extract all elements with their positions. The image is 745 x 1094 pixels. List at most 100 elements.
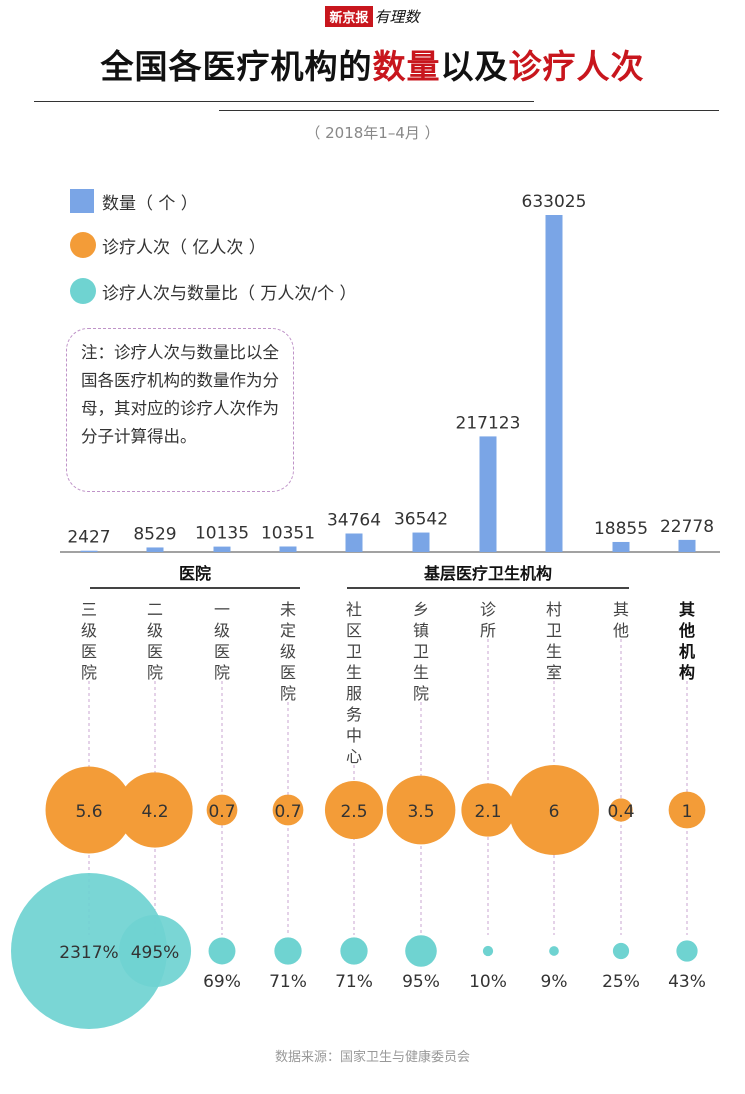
visits-bubble <box>461 783 515 837</box>
category-label-char: 医 <box>214 642 230 661</box>
ratio-bubble <box>482 945 494 957</box>
ratio-bubble <box>340 937 368 965</box>
bar-value-label: 2427 <box>67 528 110 548</box>
category-label-char: 镇 <box>413 621 429 640</box>
category-label-char: 他 <box>613 621 629 640</box>
ratio-value-label: 2317% <box>59 943 118 963</box>
ratio-value-label: 71% <box>269 972 307 992</box>
ratio-bubble <box>405 935 437 967</box>
ratio-value-label: 25% <box>602 972 640 992</box>
ratio-value-label: 71% <box>335 972 373 992</box>
category-label-char: 他 <box>678 621 695 640</box>
category-label-char: 级 <box>214 621 230 640</box>
visits-value-label: 0.7 <box>208 802 235 822</box>
bar-count <box>545 215 563 552</box>
ratio-value-label: 95% <box>402 972 440 992</box>
category-label-char: 室 <box>546 663 562 682</box>
visits-value-label: 4.2 <box>141 802 168 822</box>
legend-ratio-swatch <box>70 278 96 304</box>
bar-count <box>279 546 297 552</box>
category-label-char: 院 <box>413 684 429 703</box>
category-label-char: 所 <box>480 621 496 640</box>
brand-logo: 新京报 有理数 <box>0 6 745 27</box>
visits-value-label: 3.5 <box>407 802 434 822</box>
category-label-char: 院 <box>214 663 230 682</box>
page-title: 全国各医疗机构的数量以及诊疗人次 <box>0 40 745 88</box>
visits-bubble <box>609 798 633 822</box>
group-label-primary-care: 基层医疗卫生机构 <box>423 564 552 583</box>
ratio-bubble <box>11 873 167 1029</box>
data-source: 数据来源：国家卫生与健康委员会 <box>274 1050 470 1065</box>
ratio-value-label: 43% <box>668 972 706 992</box>
visits-value-label: 1 <box>682 802 693 822</box>
ratio-bubble <box>208 937 236 965</box>
category-label-char: 构 <box>679 663 695 682</box>
category-label-char: 一 <box>214 600 230 619</box>
legend-ratio: 诊疗人次与数量比（ 万人次/个 ） <box>70 278 357 304</box>
category-label-char: 定 <box>280 621 296 640</box>
category-label-char: 生 <box>546 642 562 661</box>
visits-bubble <box>509 765 599 855</box>
ratio-value-label: 69% <box>203 972 241 992</box>
category-label-char: 务 <box>346 705 362 724</box>
bar-count <box>479 436 497 552</box>
visits-bubble <box>668 791 706 829</box>
ratio-value-label: 10% <box>469 972 507 992</box>
legend-visits: 诊疗人次（ 亿人次 ） <box>70 232 266 258</box>
bar-count <box>678 539 696 552</box>
ratio-bubble <box>612 942 630 960</box>
legend-ratio-label: 诊疗人次与数量比（ 万人次/个 ） <box>102 283 357 304</box>
category-label-char: 其 <box>613 600 629 619</box>
bar-count <box>412 532 430 552</box>
category-label-char: 三 <box>81 600 97 619</box>
category-label-char: 其 <box>679 600 695 619</box>
ratio-bubble <box>676 940 698 962</box>
visits-value-label: 0.7 <box>274 802 301 822</box>
ratio-bubble <box>549 946 559 956</box>
visits-bubble <box>45 766 133 854</box>
legend-visits-swatch <box>70 232 96 258</box>
title-prefix: 全国各医疗机构的 <box>100 47 373 86</box>
category-label-char: 机 <box>679 642 695 661</box>
category-label-char: 级 <box>81 621 97 640</box>
legend-count-swatch <box>70 189 94 213</box>
legend-visits-label: 诊疗人次（ 亿人次 ） <box>102 237 266 258</box>
legend-count: 数量（ 个 ） <box>70 188 198 214</box>
bar-value-label: 8529 <box>133 524 176 544</box>
category-label-char: 诊 <box>480 600 496 619</box>
visits-value-label: 5.6 <box>75 802 102 822</box>
title-rule-bottom <box>219 110 719 111</box>
bar-value-label: 36542 <box>394 510 448 530</box>
visits-bubble <box>324 780 384 840</box>
brand-name: 新京报 <box>325 6 373 27</box>
visits-bubble <box>206 794 238 826</box>
title-middle: 以及 <box>440 47 509 86</box>
category-label-char: 院 <box>280 684 296 703</box>
category-label-char: 卫 <box>546 621 562 640</box>
category-label-char: 院 <box>147 663 163 682</box>
group-line-primary-care <box>347 587 629 589</box>
visits-bubble <box>117 772 193 848</box>
bar-value-label: 10135 <box>195 524 249 544</box>
visits-value-label: 0.4 <box>607 802 634 822</box>
legend-count-label: 数量（ 个 ） <box>102 193 198 214</box>
category-label-char: 服 <box>346 684 362 703</box>
title-highlight-visits: 诊疗人次 <box>508 47 645 86</box>
visits-bubble <box>386 775 456 845</box>
category-label-char: 未 <box>280 600 296 619</box>
category-label-char: 村 <box>546 600 562 619</box>
visits-value-label: 2.1 <box>474 802 501 822</box>
ratio-bubble <box>118 914 192 988</box>
category-label-char: 医 <box>147 642 163 661</box>
title-highlight-count: 数量 <box>372 47 441 86</box>
bar-value-label: 217123 <box>456 413 521 433</box>
bar-value-label: 10351 <box>261 523 315 543</box>
ratio-value-label: 9% <box>541 972 568 992</box>
category-label-char: 中 <box>346 726 362 745</box>
bar-count <box>146 547 164 552</box>
category-label-char: 卫 <box>346 642 362 661</box>
bar-count <box>80 550 98 552</box>
bar-count <box>345 533 363 552</box>
category-label-char: 院 <box>81 663 97 682</box>
category-label-char: 心 <box>346 747 362 766</box>
